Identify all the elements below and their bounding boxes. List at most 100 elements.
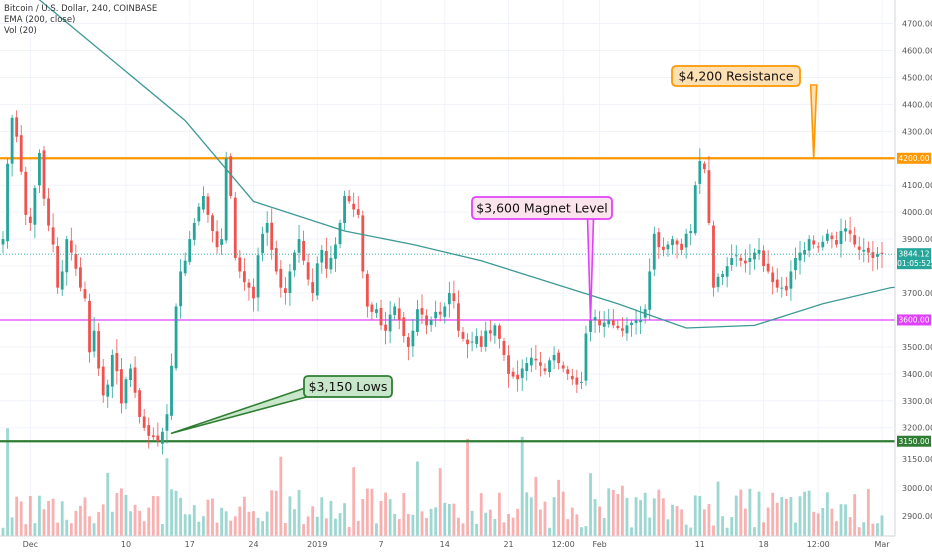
volume-bar	[15, 496, 19, 536]
candle	[457, 290, 460, 338]
candle	[493, 323, 497, 344]
volume-bar	[634, 497, 638, 536]
time-tick-label: 2019	[307, 540, 327, 549]
candle-body	[288, 271, 292, 294]
callout-pointer	[809, 84, 818, 160]
candle	[1, 231, 5, 254]
candle-body	[211, 215, 214, 232]
candle	[138, 388, 142, 424]
candle-body	[170, 365, 173, 416]
volume-bar	[197, 521, 201, 536]
candle	[124, 376, 128, 410]
candle	[347, 189, 351, 204]
candle-body	[60, 271, 64, 290]
candle	[279, 260, 283, 298]
candle	[498, 323, 501, 349]
candle	[671, 235, 674, 254]
candle-body	[789, 271, 793, 289]
candle	[880, 242, 884, 268]
volume-bar	[721, 516, 725, 536]
candle-body	[766, 263, 770, 272]
last-price-value: 3844.12	[898, 250, 929, 259]
candle-body	[862, 249, 866, 252]
volume-bar	[876, 523, 879, 536]
volume-bar	[620, 485, 624, 536]
candle	[570, 368, 574, 386]
ema-200-line	[38, 0, 932, 329]
candle	[156, 422, 160, 447]
volume-bar	[611, 489, 615, 536]
candle	[680, 238, 684, 255]
price-tick-label: 3700.00	[902, 289, 932, 298]
candle	[757, 238, 761, 260]
candle	[611, 308, 615, 329]
candle	[252, 278, 255, 312]
candle	[593, 309, 597, 333]
candle-body	[106, 384, 110, 397]
candle-body	[716, 276, 720, 288]
candle-body	[156, 435, 160, 442]
candle-body	[798, 252, 802, 261]
candle	[630, 320, 633, 337]
candle-body	[825, 233, 829, 241]
candle-body	[616, 325, 620, 329]
candle-body	[807, 239, 811, 251]
candle	[529, 347, 533, 373]
candle-body	[206, 196, 210, 215]
volume-bar	[151, 495, 155, 536]
volume-bar	[74, 510, 78, 536]
volume-bar	[598, 506, 602, 536]
candle	[780, 276, 784, 298]
volume-bar	[302, 524, 306, 536]
candle-body	[648, 271, 652, 310]
volume-bar	[702, 509, 706, 536]
price-axis[interactable]: 3200.003300.003400.003500.003700.003800.…	[902, 20, 932, 521]
candle-body	[748, 257, 752, 262]
candle	[821, 235, 825, 251]
volume-bar	[88, 516, 91, 536]
candle	[42, 145, 46, 206]
candle	[702, 161, 706, 174]
candle-body	[338, 222, 342, 245]
volume-legend[interactable]: Vol (20)	[4, 26, 37, 36]
candle	[862, 238, 866, 263]
callout[interactable]: $4,200 Resistance	[671, 65, 818, 160]
volume-bar	[821, 507, 825, 536]
volume-bar	[794, 522, 797, 536]
candle	[798, 240, 802, 275]
candle	[743, 249, 747, 273]
symbol-legend[interactable]: Bitcoin / U.S. Dollar, 240, COINBASE	[4, 4, 157, 14]
volume-bar	[716, 481, 720, 536]
candle	[110, 349, 114, 399]
candle	[24, 166, 28, 226]
candle-body	[579, 381, 583, 383]
candle-body	[51, 227, 55, 245]
candle-body	[652, 233, 656, 270]
volume-bar	[775, 502, 779, 536]
callout[interactable]: $3,150 Lows	[170, 375, 393, 435]
volume-bar	[689, 527, 693, 536]
volume-bar	[835, 521, 838, 536]
candle	[229, 153, 233, 199]
ema-legend[interactable]: EMA (200, close)	[4, 15, 75, 25]
candle-body	[830, 235, 834, 240]
callout-pointer	[586, 217, 595, 321]
callout[interactable]: $3,600 Magnet Level	[471, 196, 613, 321]
candle-body	[734, 255, 738, 257]
candle-body	[771, 272, 775, 283]
candle-body	[397, 308, 401, 320]
candle-body	[306, 262, 310, 280]
volume-bar	[743, 508, 747, 536]
candle	[689, 224, 693, 246]
candle-body	[188, 239, 192, 262]
candle-body	[452, 293, 456, 302]
candle-body	[6, 163, 9, 242]
level-price-tags: 4200.00 3600.00 3150.00	[897, 152, 931, 447]
candle-body	[133, 367, 137, 393]
candle-body	[238, 257, 242, 272]
candle	[388, 300, 392, 344]
candle	[120, 358, 123, 414]
